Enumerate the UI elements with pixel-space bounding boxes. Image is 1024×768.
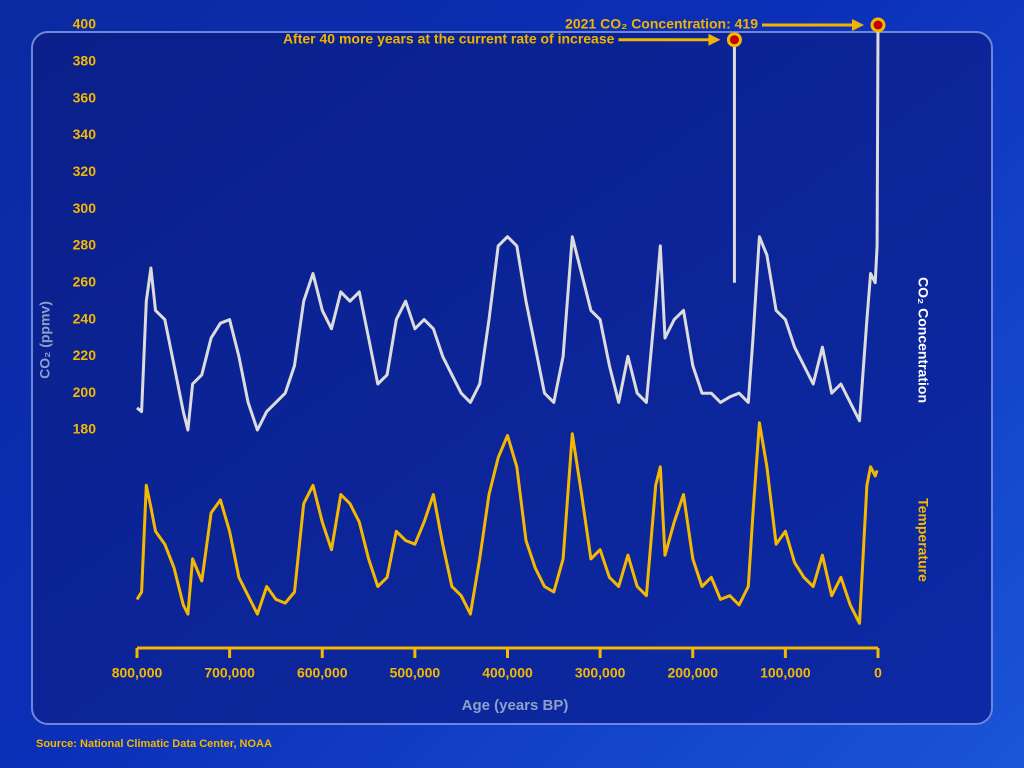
source-note: Source: National Climatic Data Center, N…: [36, 738, 272, 750]
annotation-arrowhead: [708, 33, 721, 46]
y-tick-label: 280: [73, 237, 97, 253]
x-tick-label: 700,000: [204, 665, 255, 681]
x-tick-label: 0: [874, 665, 882, 681]
y-tick-label: 260: [73, 273, 97, 289]
annotation-text: 2021 CO₂ Concentration: 419: [565, 16, 758, 32]
x-tick-label: 800,000: [112, 665, 163, 681]
y-tick-label: 240: [73, 310, 97, 326]
series-name: CO₂ Concentration: [915, 277, 931, 403]
y-tick-label: 220: [73, 347, 97, 363]
annotation-point: [726, 32, 742, 48]
y-tick-label: 400: [73, 16, 97, 32]
annotation-arrowhead: [852, 19, 864, 31]
x-tick-label: 100,000: [760, 665, 811, 681]
y-tick-label: 340: [73, 126, 97, 142]
y-tick-label: 200: [73, 384, 97, 400]
annotation-text: After 40 more years at the current rate …: [283, 30, 615, 46]
x-tick-label: 300,000: [575, 665, 626, 681]
x-axis-label: Age (years BP): [462, 697, 569, 714]
x-tick-label: 200,000: [667, 665, 718, 681]
y-tick-label: 320: [73, 163, 97, 179]
x-tick-label: 600,000: [297, 665, 348, 681]
y-tick-label: 380: [73, 53, 97, 69]
series-line: [135, 421, 879, 625]
y-tick-label: 180: [73, 421, 97, 437]
y-tick-label: 360: [73, 89, 97, 105]
series-line: [136, 24, 880, 432]
x-tick-label: 400,000: [482, 665, 533, 681]
series-name: Temperature: [915, 498, 931, 582]
annotation-point: [870, 17, 886, 33]
y-axis-label: CO₂ (ppmv): [37, 301, 53, 379]
y-tick-label: 300: [73, 200, 97, 216]
x-tick-label: 500,000: [390, 665, 441, 681]
